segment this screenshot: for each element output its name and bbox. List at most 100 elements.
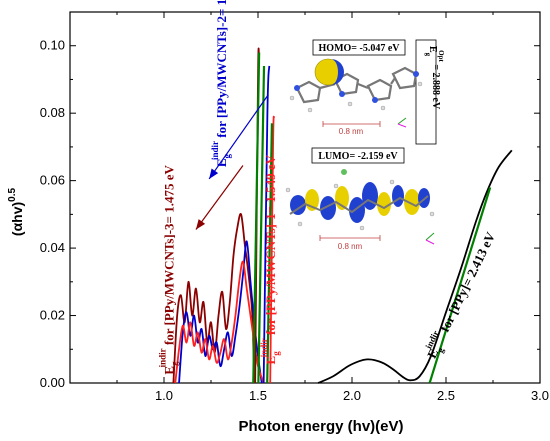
y-tick-label: 0.00 <box>40 375 65 390</box>
bandgap-annotation-text: for [PPy/MWCNTs]-1= 1.549 eV <box>263 154 278 338</box>
lumo-scale-label: 0.8 nm <box>338 242 363 251</box>
lumo-label: LUMO= -2.159 eV <box>318 151 398 162</box>
lumo-atom-h4 <box>359 225 365 231</box>
lumo-lobe-9 <box>404 189 420 215</box>
lumo-orbitals <box>290 182 430 223</box>
lumo-axis-x <box>425 239 435 245</box>
homo-ring-1 <box>295 80 322 104</box>
bandgap-annotation-main: E <box>214 158 229 167</box>
homo-bond-1 <box>319 82 336 90</box>
homo-atoms <box>289 71 423 113</box>
bandgap-annotation-1: Egindir for [PPy/MWCNTs]-3= 1.475 eV <box>157 165 179 375</box>
homo-atom-h1 <box>289 95 295 101</box>
fit-line-1 <box>252 52 261 384</box>
series-line-2 <box>172 212 256 384</box>
fit-line-4 <box>428 187 492 384</box>
y-tick-label: 0.06 <box>40 173 65 188</box>
bandgap-annotation-text: for [PPy/MWCNTs]-2= 1.502 eV <box>214 0 229 141</box>
y-tick-label: 0.08 <box>40 105 65 120</box>
y-tick-label: 0.10 <box>40 38 65 53</box>
homo-label: HOMO= -5.047 eV <box>319 43 401 54</box>
bandgap-annotation-text: for [PPy/MWCNTs]-3= 1.475 eV <box>161 165 176 349</box>
lumo-atoms <box>285 179 435 231</box>
lumo-lobe-10 <box>418 188 430 208</box>
homo-atom-n2 <box>339 91 345 97</box>
bandgap-annotation-sup: indir <box>210 141 220 160</box>
homo-orbital <box>314 58 344 86</box>
bandgap-annotation-sup: indir <box>259 338 269 357</box>
fit-line-2 <box>257 65 266 384</box>
lumo-axis-y <box>425 232 435 241</box>
lumo-small-atom <box>341 169 347 175</box>
homo-atom-h3 <box>347 101 353 107</box>
gap-label: Eg Opt = 2.888 eV <box>424 46 445 110</box>
bandgap-annotation-sub: g <box>169 361 179 366</box>
series-line-1 <box>317 149 513 384</box>
homo-axes-glyph <box>397 117 407 128</box>
bandgap-annotation-sup: indir <box>157 348 167 367</box>
homo-atom-n4 <box>413 71 419 77</box>
lumo-lobe-3 <box>320 196 336 220</box>
y-tick-label: 0.04 <box>40 240 65 255</box>
bandgap-annotation-main: E <box>161 366 176 375</box>
series-line-6 <box>262 65 271 384</box>
homo-atom-h5 <box>417 81 423 87</box>
homo-bond-3 <box>390 77 396 85</box>
lumo-lobe-8 <box>392 185 404 207</box>
homo-atom-h4 <box>380 105 386 111</box>
x-tick-label: 3.0 <box>531 388 549 403</box>
gap-label-rest: = 2.888 eV <box>430 62 441 110</box>
homo-scale-label: 0.8 nm <box>339 127 364 136</box>
homo-bond-2 <box>357 82 369 90</box>
x-tick-label: 1.5 <box>249 388 267 403</box>
fit-line-3 <box>266 123 274 384</box>
y-tick-label: 0.02 <box>40 308 65 323</box>
x-tick-label: 2.5 <box>437 388 455 403</box>
bandgap-annotation-sub: g <box>271 351 281 356</box>
bandgap-annotation-3: Egindir for [PPy/MWCNTs]-1= 1.549 eV <box>259 154 281 364</box>
arrows-layer <box>195 94 269 230</box>
gap-label-main: E <box>427 46 438 53</box>
y-axis-title: (αhv)0.5 <box>7 187 25 236</box>
gap-label-sub: g <box>424 53 432 57</box>
fit-lines-layer <box>252 52 492 384</box>
y-axis-title-main: (αhv) <box>9 202 25 236</box>
lumo-lobe-1 <box>290 195 306 215</box>
lumo-lobe-6 <box>362 182 378 210</box>
x-axis-title: Photon energy (hv)(eV) <box>238 418 403 435</box>
homo-axis-y <box>397 117 407 125</box>
homo-atom-n1 <box>294 85 300 91</box>
homo-axis-x <box>397 123 407 128</box>
annotations-layer: Egindir for [PPy/MWCNTs]-3= 1.475 eVEgin… <box>157 0 498 375</box>
homo-atom-n3 <box>372 97 378 103</box>
lumo-axes-glyph <box>425 232 435 245</box>
homo-ring-4 <box>391 66 418 90</box>
lumo-label-box <box>311 147 405 164</box>
homo-atom-h2 <box>307 107 313 113</box>
molecular-inset: HOMO= -5.047 eV Eg Opt = 2.888 eV <box>285 39 445 251</box>
arrow-head-2 <box>195 219 206 230</box>
lumo-atom-h6 <box>429 211 435 217</box>
homo-ring-3 <box>366 78 393 102</box>
lumo-lobe-7 <box>377 192 391 216</box>
homo-orbital-lobe-blue <box>331 59 344 85</box>
axes-layer: 1.0 1.5 2.0 2.5 3.0 0.00 0.02 0.04 0.06 0.08 0.10 <box>40 11 549 403</box>
lumo-lobe-5 <box>349 197 365 223</box>
lumo-backbone <box>289 195 429 215</box>
series-line-4 <box>174 260 265 384</box>
lumo-atom-h3 <box>333 183 339 189</box>
gap-label-sup: Opt <box>437 50 445 62</box>
y-axis-title-sup: 0.5 <box>7 187 18 201</box>
lumo-atom-h1 <box>285 187 291 193</box>
homo-label-box <box>312 39 406 56</box>
x-tick-label: 1.0 <box>155 388 173 403</box>
bandgap-annotation-2: Egindir for [PPy/MWCNTs]-2= 1.502 eV <box>210 0 232 167</box>
arrow-head-1 <box>209 168 219 179</box>
series-line-3 <box>178 240 263 384</box>
arrow-line-2 <box>195 165 244 230</box>
plot-frame <box>69 11 541 384</box>
lumo-molecule <box>289 195 429 215</box>
bandgap-annotation-main: E <box>263 356 278 365</box>
lumo-atom-h2 <box>297 221 303 227</box>
